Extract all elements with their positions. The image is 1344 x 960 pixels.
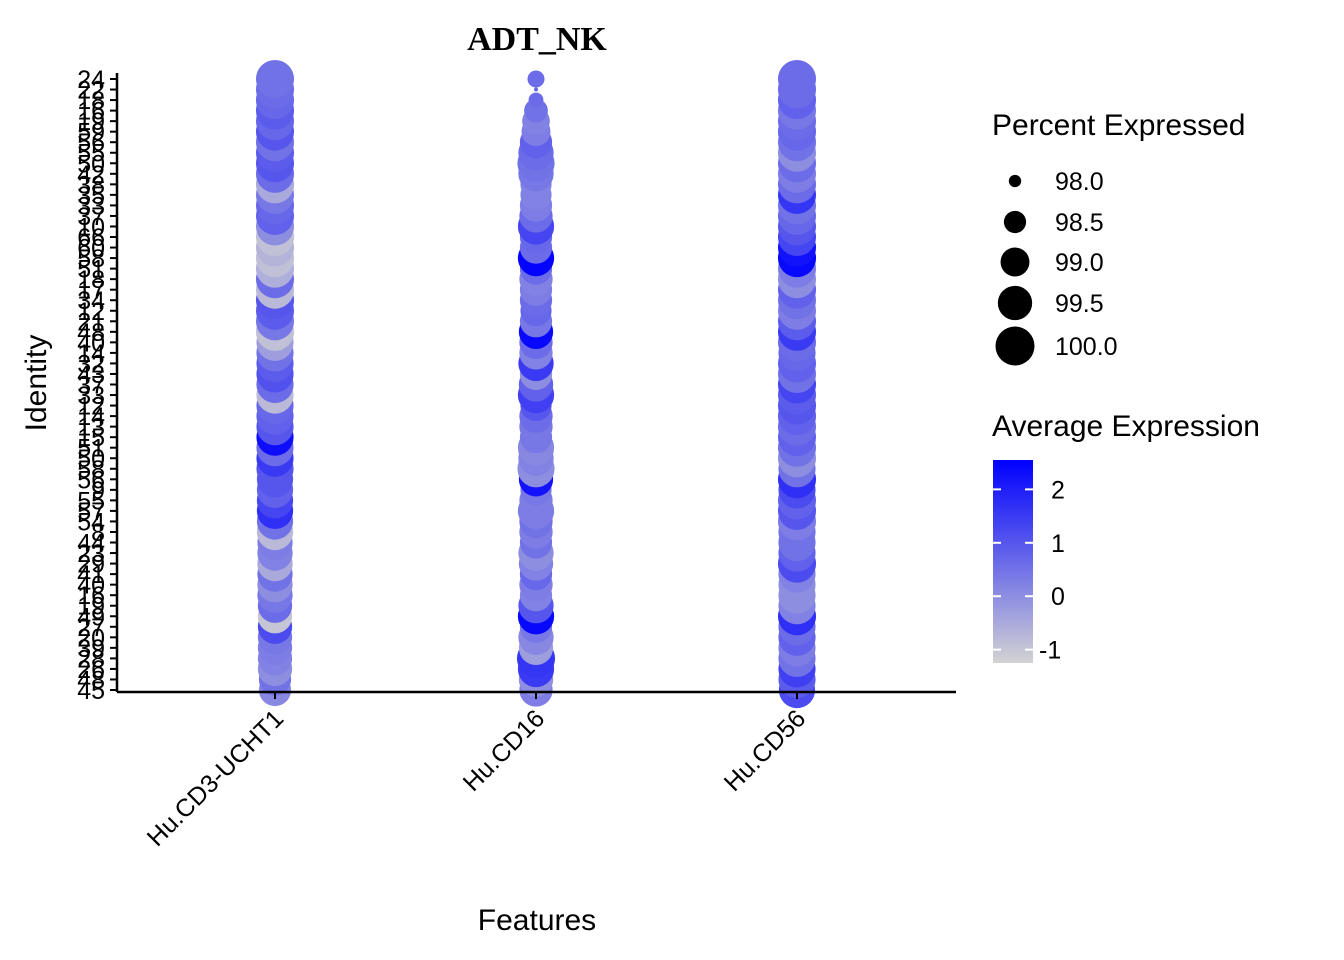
y-tick-label-39: 18	[77, 266, 105, 294]
y-tick-label-0: 45	[77, 677, 105, 705]
y-tick-label-46: 33	[77, 192, 105, 220]
y-tick-label-10: 40	[77, 572, 105, 600]
y-tick-label-42: 60	[77, 235, 105, 263]
y-tick-label-15: 8	[91, 519, 105, 547]
y-tick-label-21: 58	[77, 456, 105, 484]
color-legend-title: Average Expression	[992, 410, 1260, 443]
y-tick-label-7: 49	[77, 603, 105, 631]
y-tick-label-25: 13	[77, 414, 105, 442]
x-axis-title: Features	[478, 904, 596, 937]
points-layer	[255, 59, 817, 709]
dot-1-57	[534, 87, 538, 92]
y-tick-label-53: 59	[77, 119, 105, 147]
y-tick-label-41: 58	[77, 245, 105, 273]
y-tick-label-5: 20	[77, 624, 105, 652]
size-legend-label-1: 98.5	[1055, 209, 1104, 237]
color-legend-label-2: 0	[1051, 583, 1065, 611]
y-tick-label-18: 55	[77, 487, 105, 515]
y-tick-label-16: 54	[77, 508, 105, 536]
color-legend-bar	[993, 460, 1033, 663]
size-legend-dot-0	[1008, 174, 1022, 188]
chart-title: ADT_NK	[467, 21, 607, 58]
y-tick-label-6: 27	[77, 614, 105, 642]
y-ticks-layer: 4548262839202749191640412923448545755956…	[77, 66, 117, 705]
y-tick-label-23: 51	[77, 435, 105, 463]
y-tick-label-49: 42	[77, 161, 105, 189]
size-legend-dot-2	[1000, 247, 1030, 277]
y-axis-title: Identity	[20, 335, 53, 432]
y-tick-label-31: 32	[77, 350, 105, 378]
size-legend-label-2: 99.0	[1055, 249, 1104, 277]
y-tick-label-50: 50	[77, 150, 105, 178]
y-tick-label-38: 17	[77, 277, 105, 305]
y-tick-label-27: 12	[77, 393, 105, 421]
y-tick-label-48: 38	[77, 171, 105, 199]
y-tick-label-17: 57	[77, 498, 105, 526]
y-tick-label-11: 41	[77, 561, 105, 589]
y-tick-label-55: 16	[77, 98, 105, 126]
y-tick-label-24: 15	[77, 424, 105, 452]
y-tick-label-43: 66	[77, 224, 105, 252]
y-tick-label-12: 29	[77, 551, 105, 579]
y-tick-label-1: 48	[77, 666, 105, 694]
size-legend-label-4: 100.0	[1055, 333, 1118, 361]
y-tick-label-44: 10	[77, 213, 105, 241]
dot-0-58	[255, 59, 295, 99]
y-tick-label-4: 39	[77, 635, 105, 663]
y-tick-label-14: 44	[77, 530, 105, 558]
size-legend: 98.0 98.5 99.0 99.5 100.0	[995, 168, 1118, 366]
dot-1-55	[524, 98, 548, 123]
color-legend-label-1: 1	[1051, 530, 1065, 558]
y-tick-label-13: 23	[77, 540, 105, 568]
y-tick-label-57: 22	[77, 77, 105, 105]
y-tick-label-28: 33	[77, 382, 105, 410]
size-legend-title: Percent Expressed	[992, 109, 1245, 142]
size-legend-label-3: 99.5	[1055, 290, 1104, 318]
y-tick-label-3: 28	[77, 645, 105, 673]
y-tick-label-9: 16	[77, 582, 105, 610]
y-tick-label-36: 12	[77, 298, 105, 326]
y-tick-label-58: 24	[77, 66, 105, 94]
y-tick-label-19: 9	[91, 477, 105, 505]
y-tick-label-37: 34	[77, 287, 105, 315]
size-legend-dot-3	[997, 285, 1033, 321]
y-tick-label-22: 50	[77, 445, 105, 473]
y-tick-label-30: 43	[77, 361, 105, 389]
dot-2-58	[777, 59, 817, 99]
y-tick-label-33: 40	[77, 329, 105, 357]
y-tick-label-34: 48	[77, 319, 105, 347]
y-tick-label-26: 14	[77, 403, 105, 431]
y-tick-label-52: 56	[77, 129, 105, 157]
y-tick-label-35: 21	[77, 308, 105, 336]
y-tick-label-47: 35	[77, 182, 105, 210]
color-legend-label-0: 2	[1051, 476, 1065, 504]
y-tick-label-40: 51	[77, 256, 105, 284]
y-tick-label-45: 37	[77, 203, 105, 231]
y-tick-label-32: 14	[77, 340, 105, 368]
y-tick-label-56: 18	[77, 87, 105, 115]
y-tick-label-29: 37	[77, 372, 105, 400]
y-tick-label-54: 19	[77, 108, 105, 136]
size-legend-dot-4	[995, 326, 1035, 366]
y-tick-label-20: 56	[77, 466, 105, 494]
dot-1-58	[527, 70, 545, 88]
size-legend-label-0: 98.0	[1055, 168, 1104, 196]
color-legend-label-3: -1	[1039, 637, 1061, 665]
y-tick-label-2: 26	[77, 656, 105, 684]
size-legend-dot-1	[1003, 210, 1027, 234]
y-tick-label-51: 55	[77, 140, 105, 168]
color-legend-ticks: 2 1 0 -1	[993, 476, 1065, 665]
y-tick-label-8: 19	[77, 593, 105, 621]
dot-1-56	[528, 92, 544, 108]
